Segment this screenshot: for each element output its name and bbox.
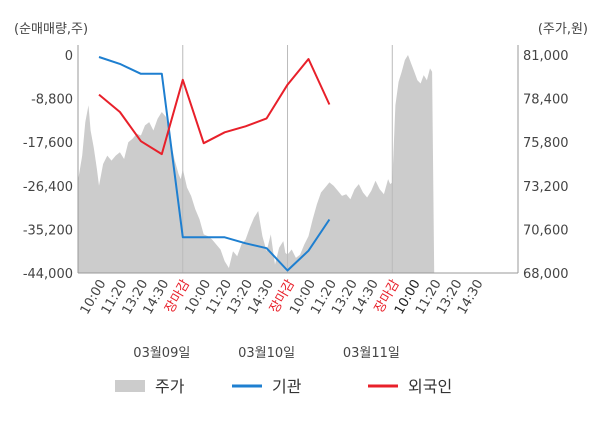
day-label: 03월10일 xyxy=(238,346,295,361)
legend-swatch-area xyxy=(115,380,145,392)
right-tick-label: 73,200 xyxy=(523,180,569,195)
legend-label: 외국인 xyxy=(408,377,452,396)
left-tick-label: -26,400 xyxy=(23,180,73,195)
legend-label: 기관 xyxy=(272,377,302,396)
price-area xyxy=(78,55,435,273)
left-tick-label: -35,200 xyxy=(23,223,73,238)
right-tick-label: 70,600 xyxy=(523,223,569,238)
right-tick-label: 68,000 xyxy=(523,267,569,282)
plot-frame xyxy=(77,45,519,274)
right-tick-label: 78,400 xyxy=(523,93,569,108)
right-tick-label: 81,000 xyxy=(523,49,569,64)
left-tick-label: -17,600 xyxy=(23,136,73,151)
series-line-외국인 xyxy=(98,58,331,156)
price-area-layer xyxy=(78,55,435,273)
day-label: 03월11일 xyxy=(343,346,400,361)
day-label: 03월09일 xyxy=(133,346,190,361)
right-axis-title: (주가,원) xyxy=(538,22,588,37)
series-line-기관 xyxy=(98,56,331,272)
series-line-layer xyxy=(98,56,331,272)
left-tick-label: -44,000 xyxy=(23,267,73,282)
legend-label: 주가 xyxy=(155,377,185,396)
left-axis-title: (순매매량,주) xyxy=(14,22,88,37)
left-tick-label: -8,800 xyxy=(31,93,73,108)
right-tick-label: 75,800 xyxy=(523,136,569,151)
legend: 주가 기관 외국인 xyxy=(115,377,452,396)
left-tick-label: 0 xyxy=(65,49,73,64)
